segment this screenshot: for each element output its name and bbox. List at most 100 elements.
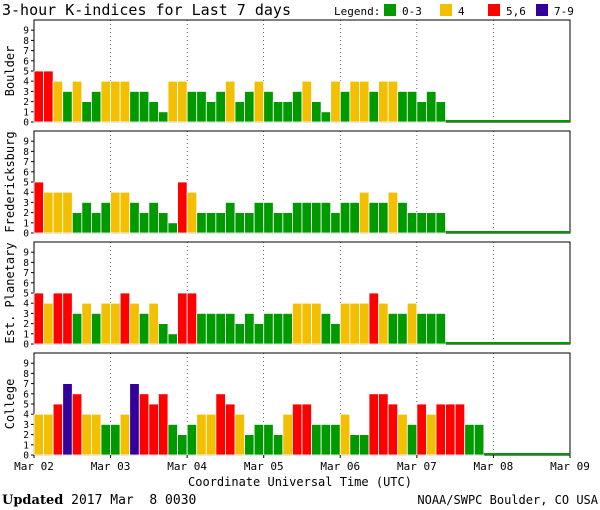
bar (349, 302, 360, 345)
bar (234, 101, 245, 123)
bar (215, 91, 226, 123)
baseline-pending (483, 453, 570, 455)
bar (52, 292, 64, 345)
y-tick-label: 9 (23, 137, 29, 148)
baseline-pending (445, 342, 570, 344)
bar (292, 201, 303, 234)
bar (397, 312, 408, 345)
bar (33, 70, 44, 123)
bar (282, 312, 293, 345)
y-tick-label: 2 (23, 430, 29, 441)
y-tick-label: 1 (23, 218, 29, 229)
bar (282, 413, 293, 456)
bar (435, 212, 446, 234)
bar (177, 80, 188, 123)
y-tick-label: 4 (23, 410, 29, 421)
updated-timestamp: Updated 2017 Mar 8 0030 (2, 493, 196, 508)
bar (435, 403, 446, 456)
bar (263, 312, 274, 345)
x-axis: Mar 02 Mar 03 Mar 04 Mar 05 Mar 06 Mar 07 Mar … (14, 455, 590, 473)
bar (368, 393, 379, 456)
bar (129, 383, 140, 456)
legend-item-label-2: 5,6 (506, 5, 526, 18)
bar (138, 393, 150, 456)
bar (234, 413, 245, 456)
bar (148, 201, 159, 234)
y-tick-label: 2 (23, 97, 29, 108)
bar (244, 91, 255, 123)
bar (253, 323, 265, 345)
bar (426, 312, 437, 345)
bar (330, 80, 341, 123)
bar (225, 201, 236, 234)
bar (378, 80, 389, 123)
bar (339, 201, 351, 234)
bar (71, 312, 83, 345)
bar (91, 413, 102, 456)
legend-item-label-0: 0-3 (402, 5, 422, 18)
bar (225, 312, 236, 345)
bar (81, 413, 92, 456)
bar (349, 201, 360, 234)
bar (205, 212, 217, 234)
y-tick-label: 8 (23, 36, 29, 47)
baseline-pending (445, 231, 570, 233)
chart-title: 3-hour K-indices for Last 7 days (2, 1, 291, 19)
y-tick-label: 7 (23, 46, 29, 57)
bar (119, 80, 131, 123)
y-tick-label: 5 (23, 67, 29, 78)
bar (205, 413, 217, 456)
bar (320, 201, 332, 234)
x-tick-label: Mar 05 (244, 460, 284, 473)
bar (62, 292, 73, 345)
x-tick-label: Mar 02 (14, 460, 54, 473)
bar (205, 312, 217, 345)
bar (368, 292, 379, 345)
y-tick-label: 7 (23, 157, 29, 168)
bar (71, 80, 83, 123)
bar (91, 91, 102, 123)
bar (177, 181, 188, 234)
y-tick-label: 5 (23, 400, 29, 411)
baseline-pending (445, 120, 570, 122)
bar (215, 393, 226, 456)
y-tick-label: 6 (23, 278, 29, 289)
y-tick-label: 7 (23, 268, 29, 279)
x-tick-label: Mar 03 (91, 460, 131, 473)
bar (81, 101, 92, 123)
x-axis-label: Coordinate Universal Time (UTC) (188, 475, 412, 489)
bar (244, 212, 255, 234)
bar (52, 403, 64, 456)
bar (301, 201, 312, 234)
bar (435, 101, 446, 123)
x-tick-label: Mar 04 (167, 460, 207, 473)
x-tick-label: Mar 09 (550, 460, 590, 473)
bar (320, 111, 332, 123)
bar (205, 101, 217, 123)
bar (100, 80, 111, 123)
bar (244, 434, 255, 456)
bar (406, 423, 418, 456)
y-tick-label: 3 (23, 198, 29, 209)
bar (311, 201, 322, 234)
bar (62, 383, 73, 456)
bar (301, 403, 312, 456)
bar (33, 292, 44, 345)
bar (253, 80, 265, 123)
bar (311, 423, 322, 456)
legend-swatch-0 (384, 4, 396, 16)
legend: Legend: 0-3 4 5,6 7-9 (334, 4, 574, 18)
y-tick-label: 0 (23, 451, 29, 462)
y-tick-label: 3 (23, 87, 29, 98)
bar (62, 191, 73, 234)
bar (320, 312, 332, 345)
bar (91, 312, 102, 345)
bar (62, 91, 73, 123)
bar (311, 302, 322, 345)
x-tick-label: Mar 07 (397, 460, 437, 473)
y-tick-label: 3 (23, 420, 29, 431)
chart-panels: 0123456789Boulder0123456789Fredericksbur… (3, 19, 571, 462)
bar (330, 323, 341, 345)
bar (43, 413, 54, 456)
